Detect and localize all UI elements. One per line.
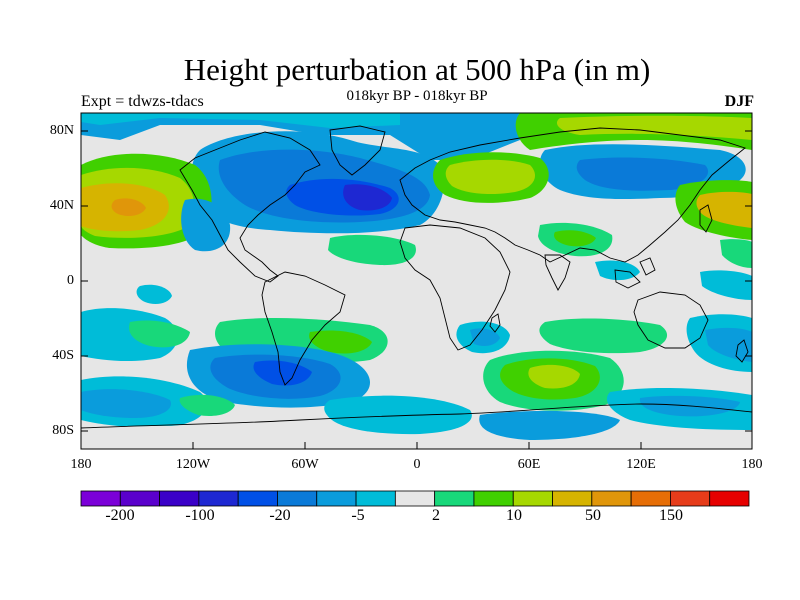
colorbar-swatch [512,490,553,507]
contour-region [181,198,231,252]
contour-region [81,113,400,128]
colorbar-swatch [80,490,121,507]
colorbar-swatch [159,490,200,507]
contour-region [700,270,752,300]
contour-region [179,394,235,416]
lat-label: 40S [52,348,74,363]
contour-region [554,230,596,247]
lat-label: 0 [67,273,74,288]
contour-field [81,113,752,449]
colorbar-label: -5 [351,507,365,524]
contour-region [576,157,709,191]
contour-region [445,159,535,194]
contour-region [81,425,752,449]
lon-label: 60W [291,457,319,472]
colorbar-swatch [552,490,593,507]
figure-title: Height perturbation at 500 hPa (in m) [183,52,651,87]
contour-region [136,284,172,304]
contour-region [324,395,472,435]
contour-region [528,364,580,389]
lat-label: 40N [49,198,74,213]
colorbar-label: -200 [105,507,135,524]
colorbar-swatch [355,490,396,507]
lon-label: 120E [626,457,656,472]
lon-label: 120W [175,457,211,472]
contour-region [470,328,500,346]
contour-region [556,115,752,140]
lon-label: 0 [413,457,421,472]
contour-region [479,410,620,440]
colorbar-swatch [434,490,475,507]
colorbar-swatch [119,490,160,507]
lon-ticks [80,442,753,449]
experiment-label: Expt = tdwzs-tdacs [81,93,204,110]
colorbar [80,490,750,507]
colorbar-swatch [277,490,318,507]
coastlines [81,125,752,429]
colorbar-label: 2 [432,507,440,524]
contour-region [81,389,171,418]
colorbar-swatch [591,490,632,507]
colorbar-swatch [394,490,436,507]
contour-region [111,198,146,216]
colorbar-label: -100 [185,507,215,524]
colorbar-label: -20 [269,507,291,524]
colorbar-swatch [630,490,671,507]
contour-region [720,239,752,268]
contour-region [309,330,372,354]
contour-region [343,184,392,211]
figure-subtitle: 018kyr BP - 018kyr BP [346,88,488,104]
colorbar-swatch [237,490,278,507]
season-label: DJF [724,93,754,110]
colorbar-swatch [670,490,711,507]
colorbar-swatch [316,490,357,507]
contour-region [539,318,668,354]
lat-label: 80S [52,423,74,438]
colorbar-label: 10 [506,507,522,524]
colorbar-swatch [198,490,239,507]
lon-label: 60E [517,457,541,472]
contour-region [328,234,416,266]
lon-label: 180 [70,457,92,472]
colorbar-swatch [473,490,514,507]
colorbar-label: 50 [585,507,601,524]
colorbar-label: 150 [659,507,683,524]
colorbar-swatch [709,490,750,507]
lat-ticks [81,130,752,432]
contour-region [129,320,190,348]
lat-label: 80N [49,123,74,138]
lon-label: 180 [741,457,763,472]
contour-region [705,327,752,362]
contour-region [696,191,752,228]
